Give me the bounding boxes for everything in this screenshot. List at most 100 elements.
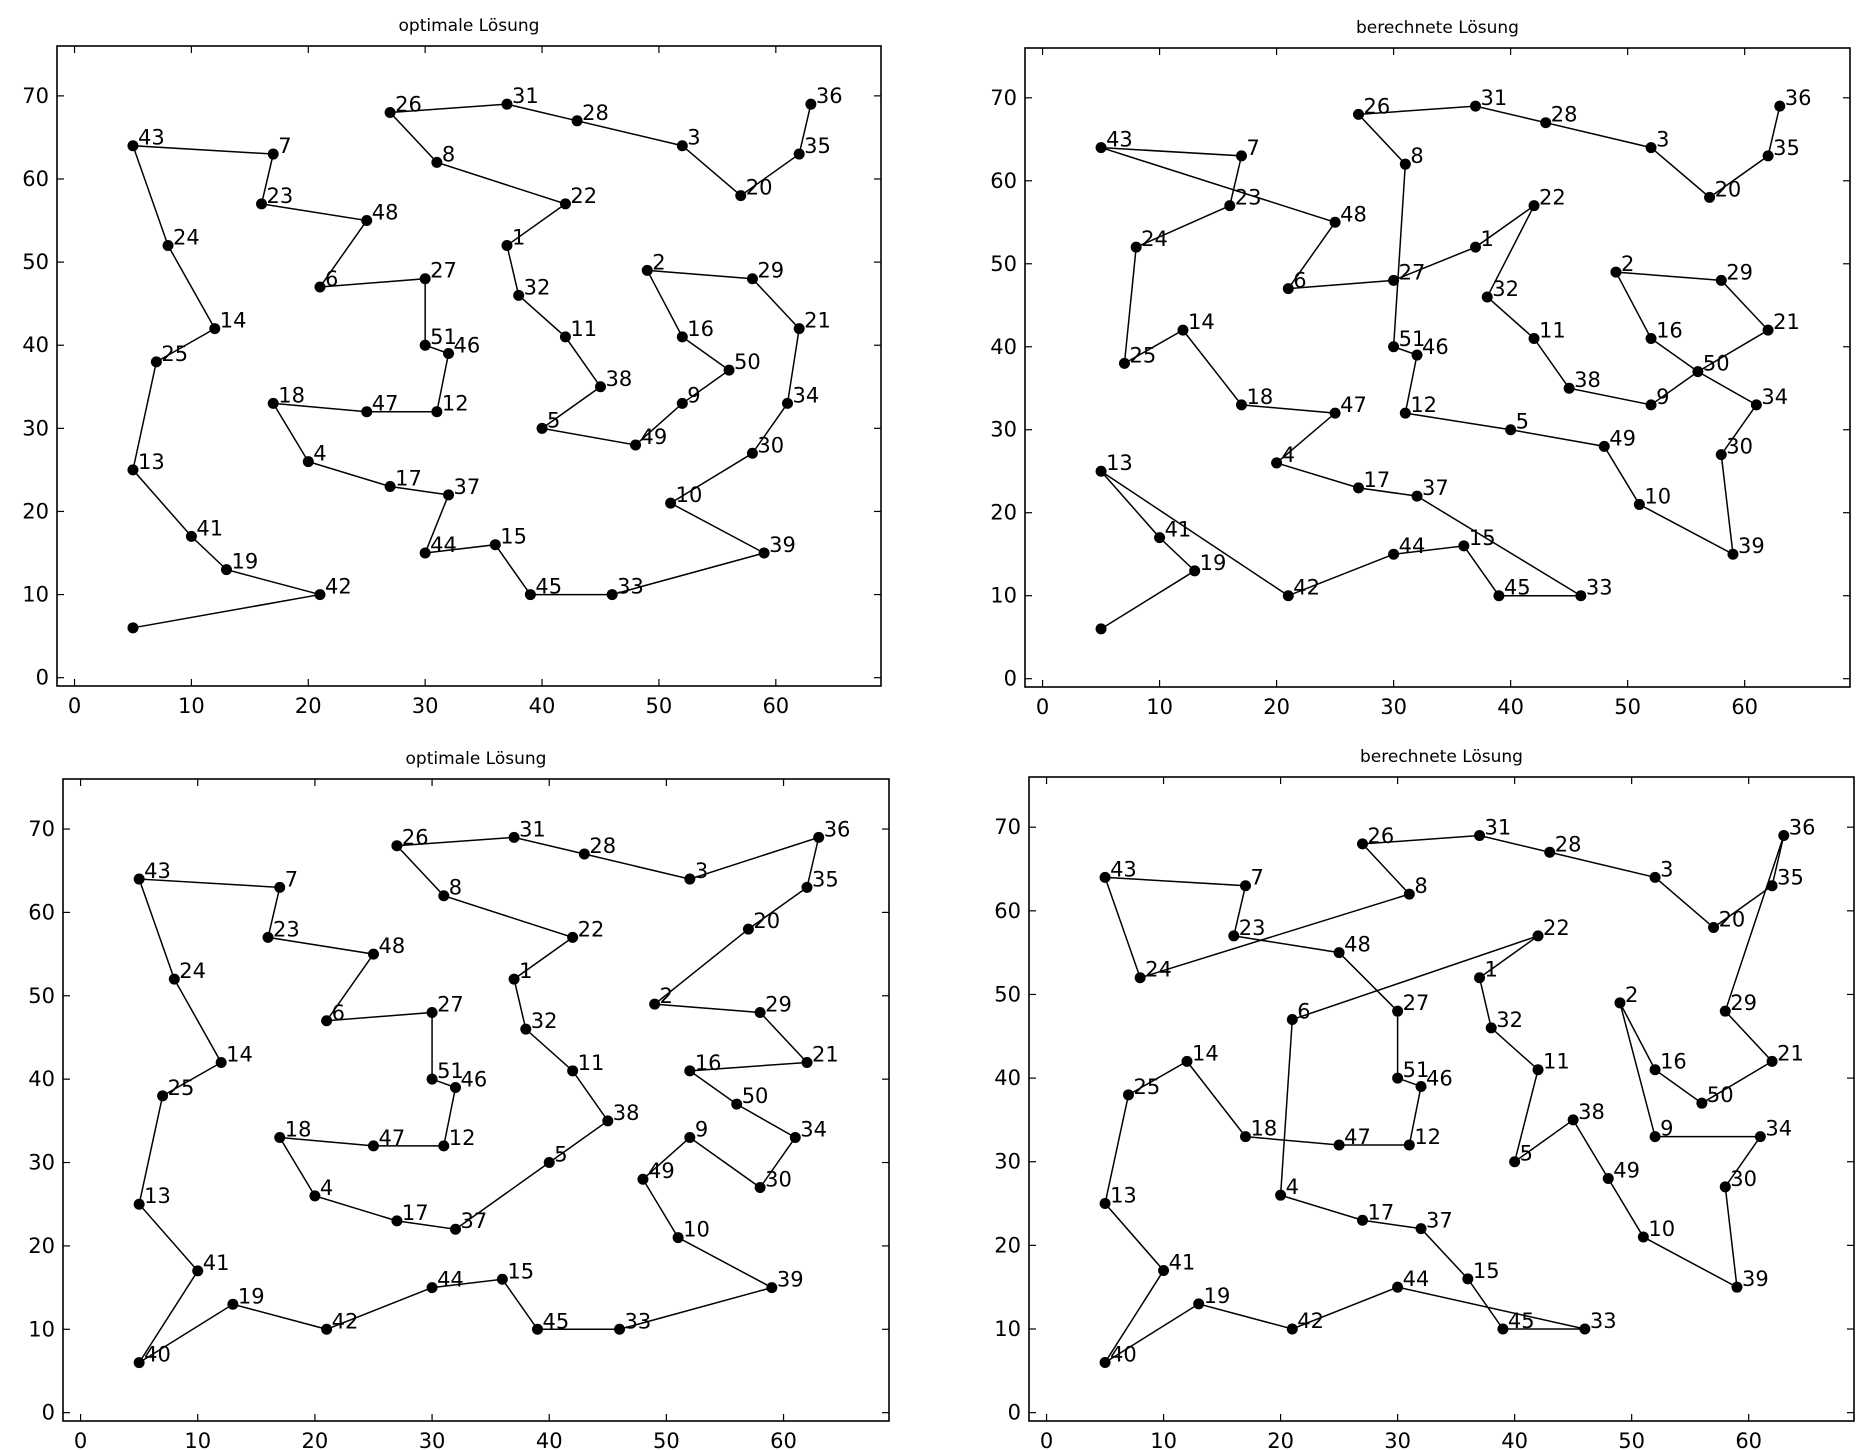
subtour-line — [1615, 271, 1770, 373]
city-label: 42 — [1293, 576, 1320, 600]
city-label: 33 — [1590, 1309, 1617, 1333]
city-label: 44 — [437, 1268, 464, 1292]
city-point — [594, 381, 606, 393]
city-point — [676, 331, 688, 343]
city-label: 16 — [1656, 318, 1683, 342]
city-point — [1778, 830, 1790, 842]
city-point — [1610, 266, 1622, 278]
city-point — [267, 397, 279, 409]
city-label: 38 — [1574, 368, 1601, 392]
city-label: 41 — [1165, 518, 1192, 542]
city-label: 43 — [1106, 128, 1133, 152]
city-label: 14 — [1188, 310, 1215, 334]
y-tick-label: 0 — [36, 666, 49, 690]
city-label: 4 — [1286, 1175, 1299, 1199]
city-label: 6 — [1297, 1000, 1310, 1024]
city-point — [426, 1006, 438, 1018]
x-tick-label: 20 — [302, 1429, 329, 1450]
city-label: 35 — [812, 867, 839, 891]
plot-frame — [56, 45, 882, 687]
city-label: 23 — [1239, 916, 1266, 940]
x-tick-label: 60 — [1735, 1429, 1762, 1450]
city-point — [1719, 1181, 1731, 1193]
city-point — [1474, 830, 1486, 842]
city-point — [1493, 590, 1505, 602]
city-label: 7 — [285, 867, 298, 891]
city-label: 44 — [1403, 1267, 1430, 1291]
city-label: 15 — [1473, 1259, 1500, 1283]
chart-title: optimale Lösung — [399, 16, 540, 36]
y-tick-label: 70 — [28, 817, 55, 841]
city-point — [1649, 871, 1661, 883]
city-label: 42 — [332, 1309, 359, 1333]
city-point — [1696, 1097, 1708, 1109]
x-tick-label: 40 — [536, 1429, 563, 1450]
x-tick-label: 10 — [1146, 695, 1173, 719]
city-label: 30 — [757, 433, 784, 457]
city-point — [1099, 1356, 1111, 1368]
city-point — [1388, 341, 1400, 353]
city-label: 1 — [519, 959, 532, 983]
x-tick-label: 60 — [762, 694, 789, 718]
city-point — [1228, 930, 1240, 942]
city-point — [1645, 332, 1657, 344]
city-point — [256, 198, 268, 210]
city-point — [1095, 623, 1107, 635]
city-point — [520, 1023, 532, 1035]
city-label: 25 — [1133, 1075, 1160, 1099]
x-tick-label: 10 — [1150, 1429, 1177, 1450]
city-point — [127, 622, 139, 634]
city-label: 47 — [1344, 1125, 1371, 1149]
city-label: 39 — [1742, 1267, 1769, 1291]
plot-frame — [1024, 47, 1851, 688]
city-point — [1189, 565, 1201, 577]
city-label: 8 — [1414, 874, 1427, 898]
city-label: 47 — [372, 392, 399, 416]
city-label: 33 — [625, 1309, 652, 1333]
city-point — [1774, 100, 1786, 112]
x-tick-label: 30 — [419, 1429, 446, 1450]
city-point — [1532, 1064, 1544, 1076]
city-label: 34 — [792, 383, 819, 407]
city-label: 23 — [273, 917, 300, 941]
city-label: 12 — [1410, 393, 1437, 417]
city-label: 31 — [512, 84, 539, 108]
city-label: 33 — [617, 575, 644, 599]
city-point — [1286, 1014, 1298, 1026]
city-point — [438, 890, 450, 902]
city-point — [801, 1056, 813, 1068]
x-tick-label: 30 — [1380, 695, 1407, 719]
city-point — [185, 530, 197, 542]
city-label: 13 — [1110, 1184, 1137, 1208]
city-point — [1224, 200, 1236, 212]
x-tick-label: 20 — [1263, 695, 1290, 719]
city-point — [1528, 332, 1540, 344]
city-point — [168, 973, 180, 985]
city-label: 23 — [267, 184, 294, 208]
city-label: 30 — [765, 1168, 792, 1192]
y-tick-label: 50 — [990, 252, 1017, 276]
y-tick-label: 10 — [990, 584, 1017, 608]
city-label: 16 — [687, 317, 714, 341]
city-point — [215, 1056, 227, 1068]
city-point — [1505, 424, 1517, 436]
city-label: 7 — [1250, 866, 1263, 890]
city-point — [637, 1173, 649, 1185]
city-point — [321, 1323, 333, 1335]
city-label: 17 — [1368, 1200, 1395, 1224]
city-point — [431, 406, 443, 418]
city-label: 28 — [589, 834, 616, 858]
city-label: 5 — [554, 1143, 567, 1167]
city-point — [1193, 1298, 1205, 1310]
chart-title: berechnete Lösung — [1356, 18, 1519, 38]
city-label: 11 — [578, 1051, 605, 1075]
city-point — [419, 547, 431, 559]
city-label: 20 — [746, 176, 773, 200]
city-label: 15 — [507, 1259, 534, 1283]
city-label: 17 — [402, 1201, 429, 1225]
city-point — [1095, 142, 1107, 154]
city-label: 51 — [430, 325, 457, 349]
city-point — [1458, 540, 1470, 552]
city-point — [731, 1098, 743, 1110]
city-point — [606, 589, 618, 601]
